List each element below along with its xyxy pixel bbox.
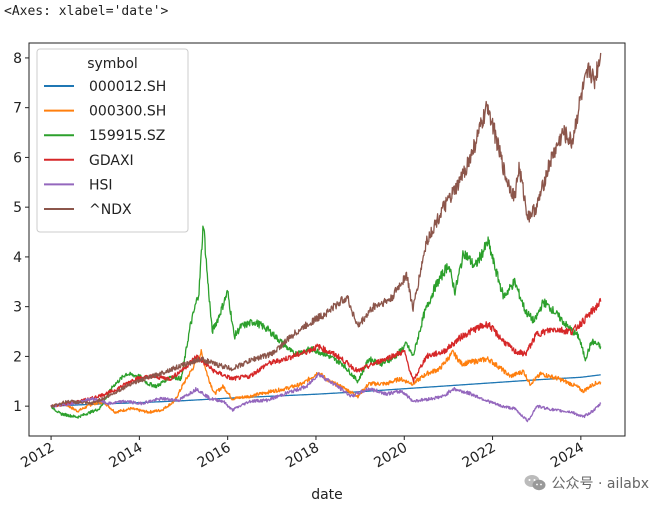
legend-item: 000012.SH [89,79,166,95]
y-tick-label: 8 [13,51,22,67]
legend-item: ^NDX [89,202,132,218]
y-tick-label: 6 [13,150,22,166]
y-tick-label: 4 [13,250,22,266]
output-repr: <Axes: xlabel='date'> [4,4,169,19]
x-tick-label: 2020 [371,440,410,472]
legend: symbol 000012.SH 000300.SH 159915.SZ GDAXI HS… [36,48,189,233]
x-tick-label: 2024 [548,440,587,472]
watermark: 公众号 · ailabx [524,473,649,493]
y-tick-label: 3 [13,300,22,316]
y-tick-label: 5 [13,200,22,216]
x-tick-label: 2012 [18,440,57,472]
y-tick-label: 7 [13,101,22,117]
series-line [50,52,602,408]
legend-item: 159915.SZ [89,128,165,144]
legend-item: GDAXI [89,153,134,169]
x-tick-label: 2014 [107,440,146,472]
y-tick-label: 2 [13,349,22,365]
plot-frame [28,42,626,437]
legend-box [36,48,189,233]
legend-title: symbol [87,56,138,72]
x-tick-label: 2016 [195,440,234,472]
watermark-text: 公众号 · ailabx [551,476,649,492]
wechat-icon [524,475,546,491]
series-line [50,372,602,423]
y-tick-label: 1 [13,399,22,415]
x-axis-label: date [311,487,343,503]
series-lines [50,52,602,423]
series-line [50,225,602,419]
x-tick-label: 2022 [460,440,499,472]
legend-item: HSI [89,177,113,193]
x-tick-label: 2018 [283,440,322,472]
legend-item: 000300.SH [89,104,166,120]
